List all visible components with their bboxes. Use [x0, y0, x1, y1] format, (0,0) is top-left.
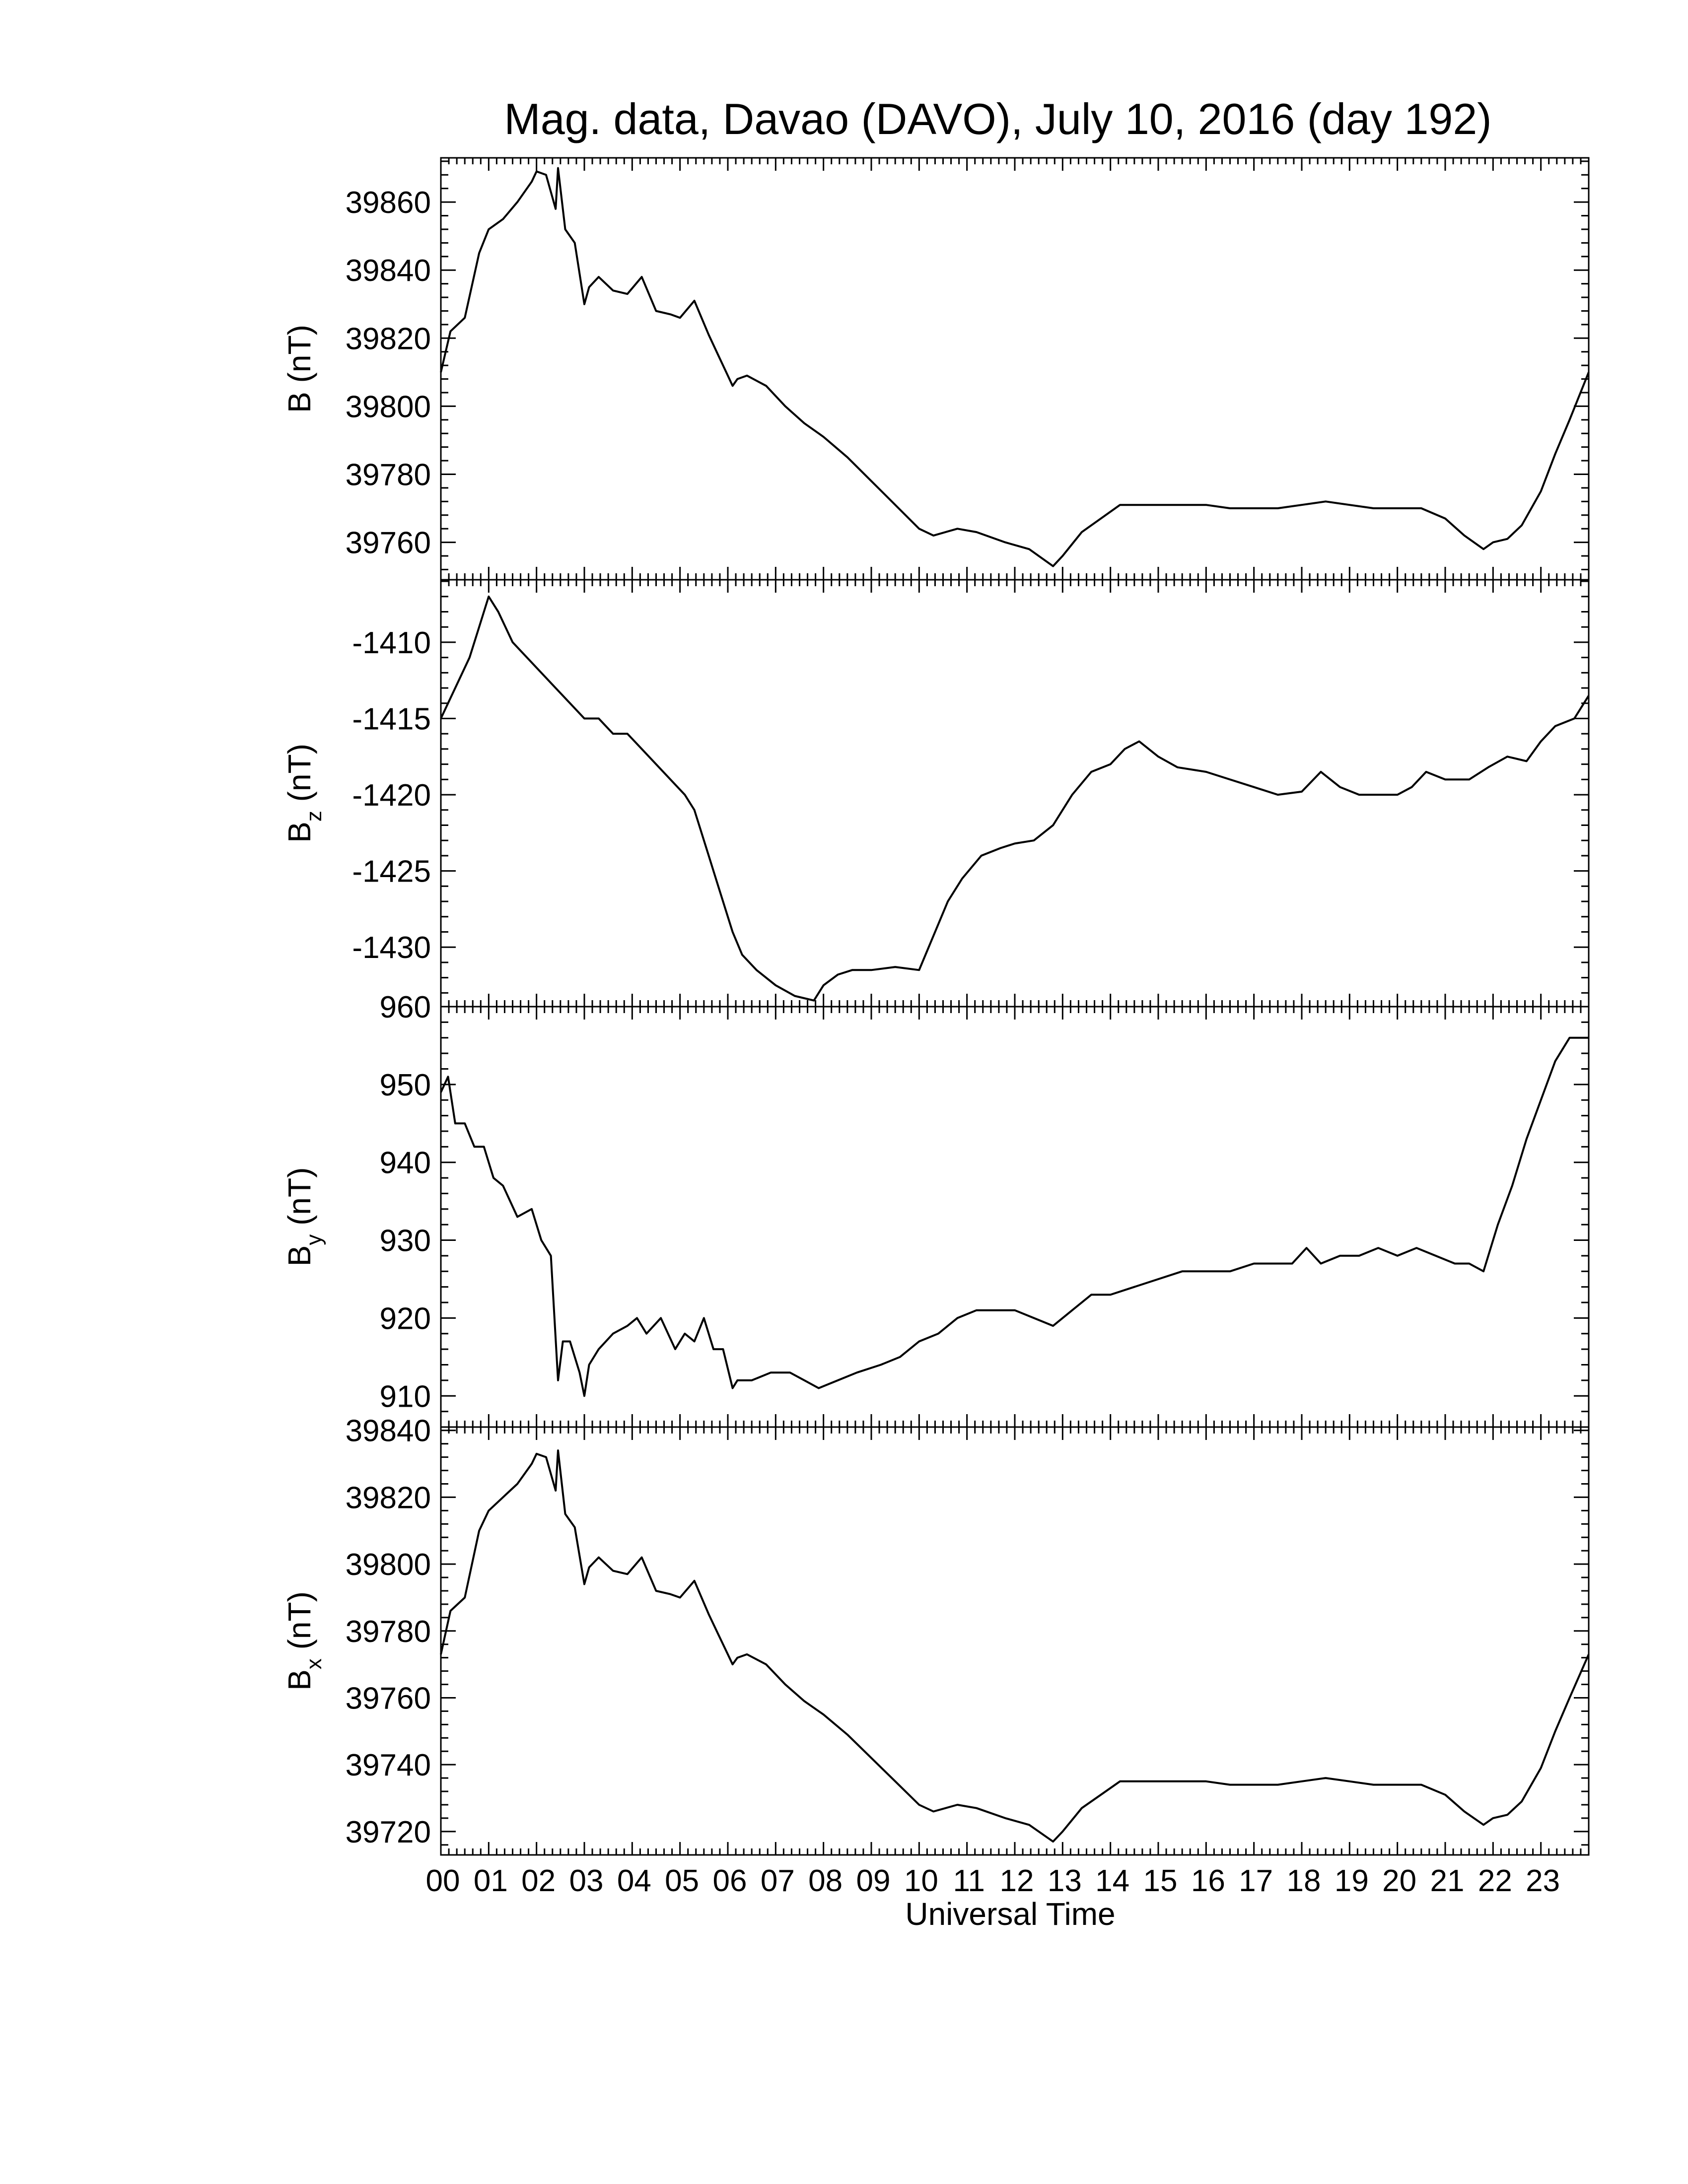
x-tick-label: 02	[521, 1864, 556, 1898]
series-line-bx	[440, 1449, 1590, 1843]
x-tick-label: 18	[1287, 1864, 1321, 1898]
x-tick-label: 19	[1335, 1864, 1369, 1898]
x-tick-label: 20	[1382, 1864, 1416, 1898]
x-tick-label: 07	[761, 1864, 795, 1898]
panel-by: 910 920 930 940 950 960 By (nT)	[281, 990, 1590, 1428]
y-tick-label: -1430	[352, 931, 431, 965]
x-tick-label: 13	[1048, 1864, 1082, 1898]
panel-frame-b-total	[440, 157, 1590, 581]
x-axis-label: Universal Time	[905, 1896, 1115, 1932]
y-tick-label: -1415	[352, 702, 431, 737]
y-tick-label: 39760	[346, 526, 431, 560]
y-tick-label: 930	[380, 1224, 431, 1258]
x-tick-label: 04	[617, 1864, 651, 1898]
panel-frame-bx	[440, 1426, 1590, 1856]
chart-title: Mag. data, Davao (DAVO), July 10, 2016 (…	[504, 94, 1491, 143]
x-tick-label: 06	[713, 1864, 747, 1898]
y-tick-label: 950	[380, 1068, 431, 1102]
x-tick-label: 14	[1095, 1864, 1129, 1898]
y-tick-label: 39800	[346, 1548, 431, 1582]
x-tick-label: 16	[1191, 1864, 1225, 1898]
y-tick-label: 910	[380, 1379, 431, 1414]
y-tick-label: 920	[380, 1301, 431, 1336]
y-tick-label: 39840	[346, 1414, 431, 1448]
panel-frame-bz	[440, 579, 1590, 1008]
y-tick-label: 39840	[346, 254, 431, 288]
x-tick-label: 08	[808, 1864, 843, 1898]
panel-bx: 39720 39740 39760 39780 39800 39820 39840 Bx (n…	[281, 1414, 1590, 1856]
y-tick-label: 39780	[346, 1615, 431, 1649]
x-tick-label: 05	[665, 1864, 699, 1898]
y-axis-label-b-total: B (nT)	[281, 325, 317, 413]
x-tick-labels: 00 01 02 03 04 05 06 07 08 09 10 11 12 13 14 15 16 17 18 19…	[426, 1864, 1560, 1898]
y-tick-label: 940	[380, 1146, 431, 1180]
y-tick-label: 39740	[346, 1748, 431, 1782]
panel-frame-by	[440, 1006, 1590, 1428]
y-tick-label: -1420	[352, 778, 431, 813]
panels: 39760 39780 39800 39820 39840 39860 B (nT) -141…	[281, 157, 1590, 1856]
x-tick-label: 01	[474, 1864, 508, 1898]
x-tick-label: 03	[569, 1864, 604, 1898]
series-line-bz	[440, 595, 1590, 1002]
x-tick-label: 10	[904, 1864, 938, 1898]
series-line-by	[440, 1036, 1589, 1397]
x-tick-label: 17	[1239, 1864, 1273, 1898]
x-tick-label: 22	[1478, 1864, 1512, 1898]
x-tick-label: 12	[1000, 1864, 1034, 1898]
y-tick-label: 39860	[346, 186, 431, 220]
y-tick-label: 960	[380, 990, 431, 1024]
y-tick-label: -1410	[352, 626, 431, 660]
x-tick-label: 21	[1430, 1864, 1465, 1898]
panel-b-total: 39760 39780 39800 39820 39840 39860 B (nT)	[281, 157, 1590, 581]
x-tick-label: 11	[953, 1864, 985, 1898]
x-tick-label: 23	[1526, 1864, 1560, 1898]
series-line-b-total	[440, 167, 1590, 567]
y-axis-label-bx: Bx (nT)	[281, 1591, 326, 1691]
x-tick-label: 09	[856, 1864, 891, 1898]
y-tick-label: 39800	[346, 390, 431, 424]
panel-bz: -1410 -1415 -1420 -1425 -1430 Bz (nT)	[281, 579, 1590, 1008]
x-tick-label: 15	[1143, 1864, 1178, 1898]
y-tick-label: 39780	[346, 458, 431, 492]
y-tick-label: 39720	[346, 1815, 431, 1849]
y-tick-label: 39820	[346, 322, 431, 356]
y-tick-label: -1425	[352, 855, 431, 889]
y-tick-label: 39760	[346, 1681, 431, 1715]
x-tick-label: 00	[426, 1864, 460, 1898]
y-axis-label-by: By (nT)	[281, 1167, 326, 1267]
y-axis-label-bz: Bz (nT)	[281, 744, 326, 843]
y-tick-label: 39820	[346, 1481, 431, 1515]
